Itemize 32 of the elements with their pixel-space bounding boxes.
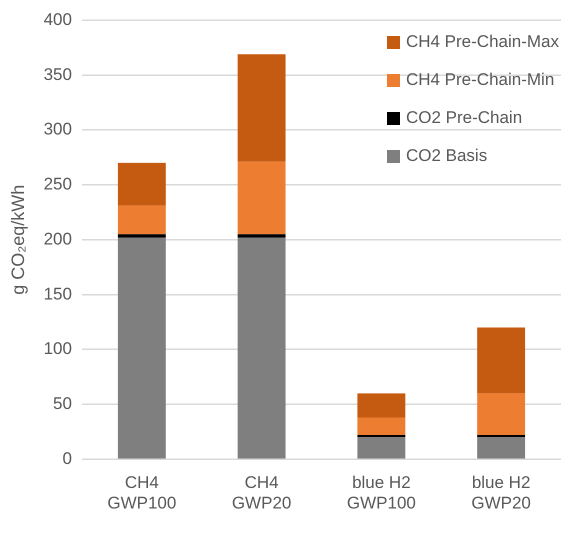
legend-label: CO2 Basis [406,146,488,166]
bar [477,393,526,436]
bar [477,328,526,394]
bar [118,238,166,458]
bar [238,238,286,458]
bar [357,417,406,436]
bar [238,162,286,234]
y-tick-label: 100 [44,339,72,358]
bar [357,437,406,458]
bar [118,162,166,206]
legend-label: CO2 Pre-Chain [406,108,522,128]
y-tick-label: 50 [53,394,72,414]
x-tick-label: blue H2 GWP20 [471,473,531,512]
bar [357,393,406,418]
y-tick-label: 200 [44,229,72,248]
y-tick-label: 300 [44,120,72,139]
y-tick-label: 250 [44,174,72,194]
y-tick-label: 0 [62,448,72,468]
y-axis-title: g CO₂eq/kWh [8,184,28,295]
bar [238,234,286,238]
y-tick-label: 400 [44,10,72,29]
bar [477,437,526,458]
bar [118,206,166,234]
y-tick-label: 150 [44,284,72,304]
y-tick-label: 350 [44,64,72,84]
x-tick-label: CH4 GWP100 [107,473,176,512]
legend-label: CH4 Pre-Chain-Min [406,70,554,90]
x-tick-label: blue H2 GWP100 [346,473,416,512]
bar [118,234,166,238]
x-tick-label: CH4 GWP20 [232,473,292,512]
bar [238,54,286,162]
legend-label: CH4 Pre-Chain-Max [406,32,559,52]
